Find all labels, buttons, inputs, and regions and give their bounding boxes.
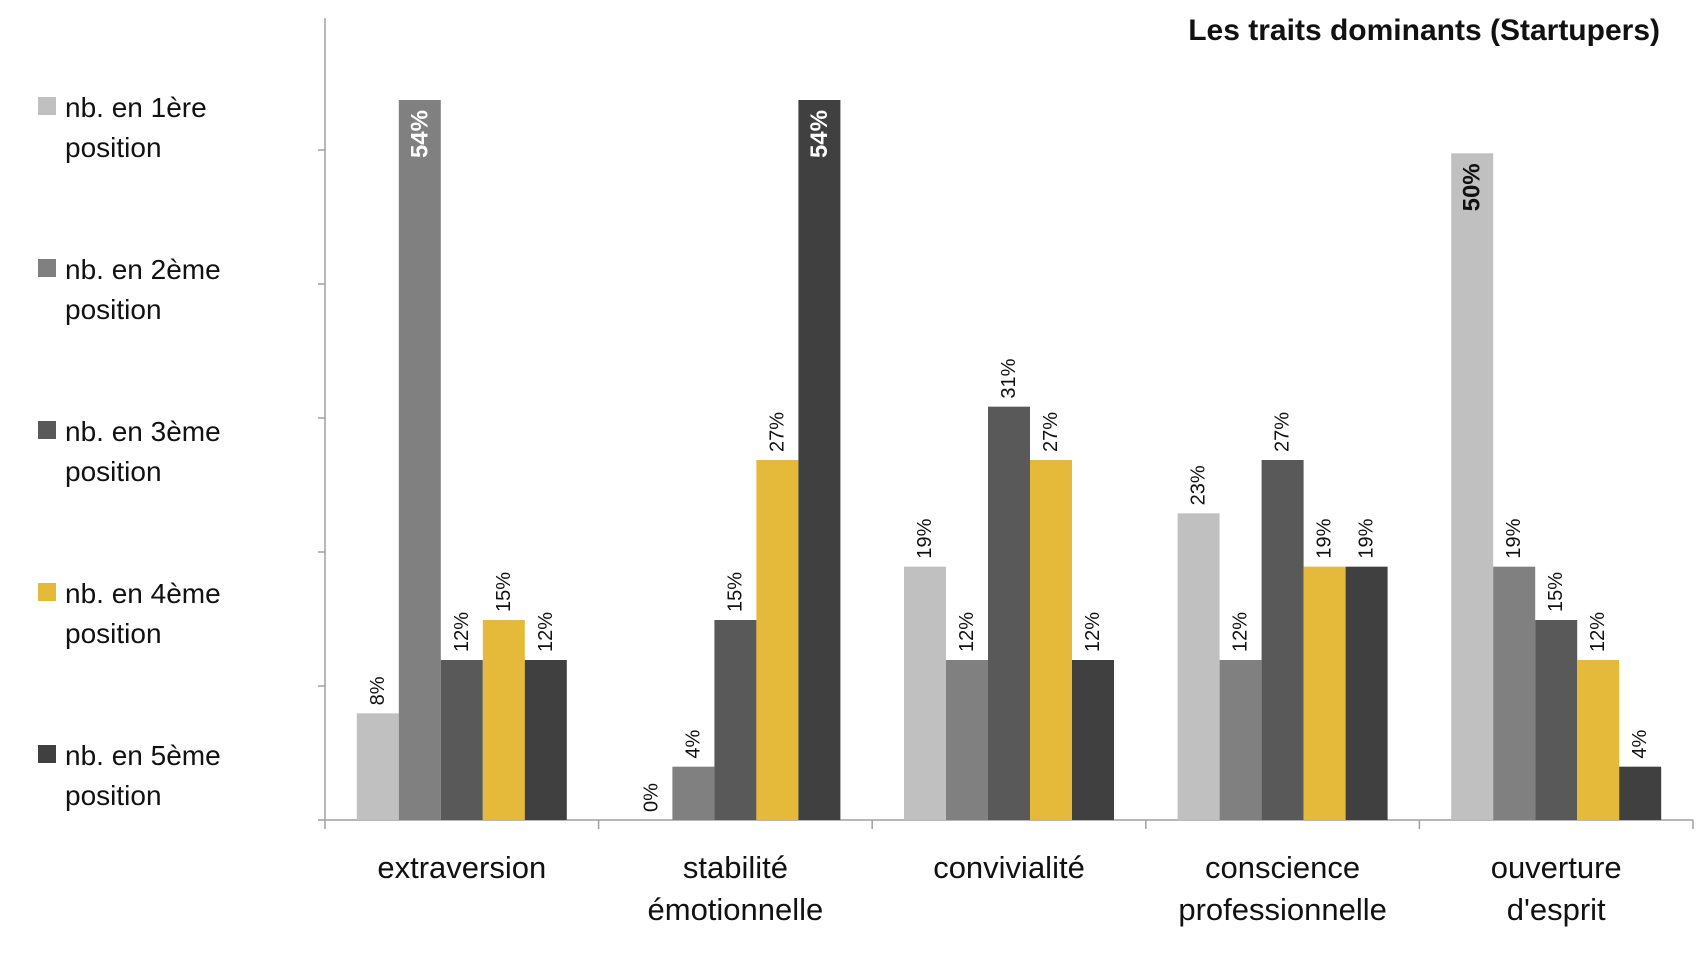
- legend-label: nb. en 5ème: [65, 740, 221, 771]
- legend-label: position: [65, 780, 162, 811]
- bar: [1577, 660, 1620, 820]
- legend-swatch: [38, 97, 56, 115]
- bar: [904, 566, 946, 820]
- data-label: 4%: [682, 730, 704, 759]
- legend-item: nb. en 3ème position: [38, 416, 221, 487]
- bar: [1451, 153, 1494, 821]
- data-label: 15%: [493, 572, 515, 612]
- data-label: 12%: [956, 612, 978, 652]
- bar: [1219, 660, 1262, 820]
- data-label: 19%: [1314, 518, 1336, 558]
- bar: [714, 620, 757, 820]
- legend-label: position: [65, 456, 162, 487]
- bar: [1177, 513, 1220, 820]
- legend-label: nb. en 2ème: [65, 254, 221, 285]
- legend-item: nb. en 1ère position: [38, 92, 207, 163]
- legend-swatch: [38, 259, 56, 277]
- bar: [1072, 660, 1114, 820]
- bar: [1303, 566, 1346, 820]
- data-label: 15%: [1545, 572, 1567, 612]
- data-label: 0%: [640, 783, 662, 812]
- legend-item: nb. en 4ème position: [38, 578, 221, 649]
- bar: [398, 100, 441, 820]
- data-label: 12%: [451, 612, 473, 652]
- bar: [798, 100, 841, 820]
- bar: [946, 660, 988, 820]
- chart-title: Les traits dominants (Startupers): [1188, 14, 1660, 47]
- legend-swatch: [38, 421, 56, 439]
- legend-label: nb. en 3ème: [65, 416, 221, 447]
- legend-item: nb. en 2ème position: [38, 254, 221, 325]
- data-label: 19%: [914, 518, 936, 558]
- data-label: 8%: [367, 676, 389, 705]
- data-label: 12%: [535, 612, 557, 652]
- category-label: convivialité: [933, 850, 1085, 885]
- bar: [524, 660, 567, 820]
- bar: [1030, 460, 1072, 820]
- bar: [1619, 766, 1662, 820]
- category-label: stabilité: [683, 850, 788, 885]
- legend-swatch: [38, 745, 56, 763]
- legend-label: position: [65, 132, 162, 163]
- data-label: 27%: [766, 412, 788, 452]
- legend-label: nb. en 4ème: [65, 578, 221, 609]
- category-label: extraversion: [377, 850, 546, 885]
- category-label: ouverture: [1491, 850, 1622, 885]
- data-label: 50%: [1459, 163, 1486, 211]
- category-label: professionnelle: [1178, 892, 1387, 927]
- legend-label: position: [65, 618, 162, 649]
- data-label: 54%: [406, 110, 433, 158]
- data-label: 12%: [1082, 612, 1104, 652]
- data-label: 19%: [1356, 518, 1378, 558]
- bar: [1535, 620, 1578, 820]
- legend-label: nb. en 1ère: [65, 92, 207, 123]
- bar: [988, 406, 1030, 820]
- legend-swatch: [38, 583, 56, 601]
- bar: [356, 713, 399, 820]
- legend-item: nb. en 5ème position: [38, 740, 221, 811]
- data-label: 4%: [1629, 730, 1651, 759]
- data-labels: 8% 54% 12% 15% 12% 0% 4% 15% 27% 54% 19% 12% 31% 27% 1…: [367, 110, 1651, 812]
- bar: [1493, 566, 1536, 820]
- bar: [440, 660, 483, 820]
- legend-label: position: [65, 294, 162, 325]
- data-label: 54%: [806, 110, 833, 158]
- bars: [356, 100, 1662, 821]
- data-label: 23%: [1188, 465, 1210, 505]
- data-label: 15%: [724, 572, 746, 612]
- category-label: d'esprit: [1507, 892, 1606, 927]
- data-label: 31%: [998, 358, 1020, 398]
- data-label: 19%: [1503, 518, 1525, 558]
- bar: [1261, 460, 1304, 820]
- category-label: émotionnelle: [648, 892, 824, 927]
- bar: [756, 460, 799, 820]
- category-label: conscience: [1205, 850, 1360, 885]
- bar: [482, 620, 525, 820]
- bar: [672, 766, 715, 820]
- data-label: 12%: [1230, 612, 1252, 652]
- data-label: 27%: [1272, 412, 1294, 452]
- data-label: 27%: [1040, 412, 1062, 452]
- category-labels: extraversion stabilité émotionnelle convivi…: [377, 850, 1621, 927]
- bar: [1345, 566, 1388, 820]
- data-label: 12%: [1587, 612, 1609, 652]
